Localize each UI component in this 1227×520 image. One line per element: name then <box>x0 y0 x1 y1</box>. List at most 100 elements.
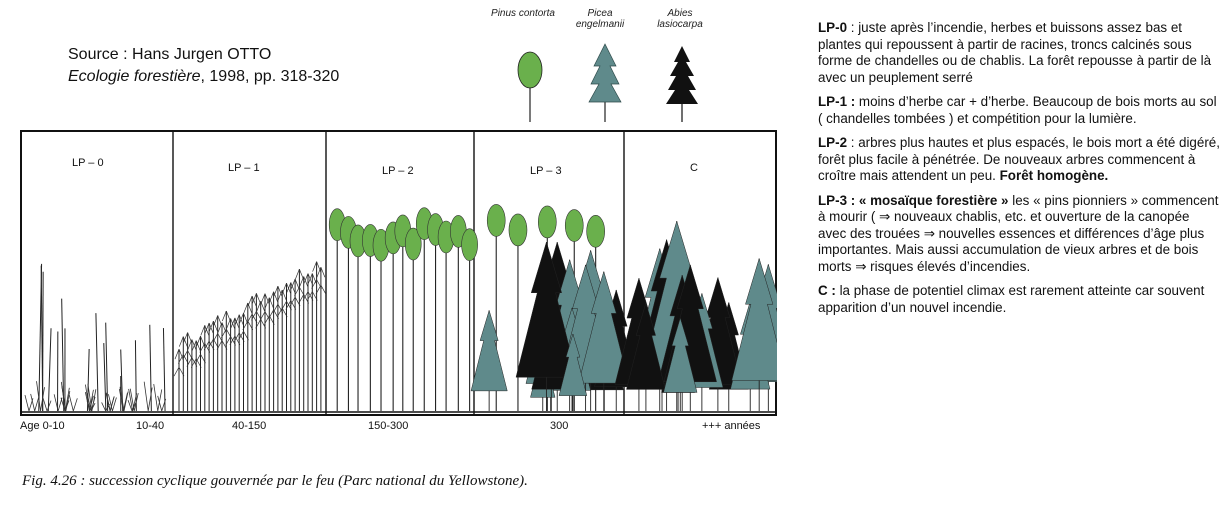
pine-crown <box>508 213 528 247</box>
sapling-branches <box>195 336 206 364</box>
sapling-branches <box>294 269 305 297</box>
species-icons <box>517 43 698 122</box>
sapling-branches <box>216 322 228 350</box>
stage-notes: LP-0 : juste après l’incendie, herbes et… <box>818 20 1220 324</box>
shrub <box>128 388 138 412</box>
shrub <box>60 381 70 412</box>
snag-trunk <box>61 298 65 412</box>
sapling-branches <box>203 322 215 351</box>
shrub <box>119 386 129 412</box>
sapling-branches <box>229 317 241 346</box>
source-title: Ecologie forestière <box>68 68 201 85</box>
spruce-tree-crown <box>578 270 630 384</box>
shrub <box>36 381 45 412</box>
age-axis: Age 0-10 10-40 40-150 150-300 300 +++ an… <box>20 420 790 436</box>
note-climax: C : la phase de potentiel climax est rar… <box>818 283 1205 315</box>
snag-trunk <box>149 324 152 412</box>
source-details: , 1998, pp. 318-320 <box>200 68 340 85</box>
sapling-branches <box>272 286 284 314</box>
shrub <box>157 395 167 412</box>
snag-trunk <box>47 328 52 412</box>
shrub <box>105 392 115 412</box>
pine-tree-icon <box>517 51 543 122</box>
age-label-1: 10-40 <box>136 420 165 432</box>
shrub <box>108 394 117 412</box>
snag-trunk <box>134 340 137 412</box>
stage-panels-svg <box>20 130 777 416</box>
spruce-tree-icon <box>588 43 622 122</box>
spruce-tree-crown <box>470 309 508 392</box>
snag-trunk <box>95 313 99 412</box>
age-label-2: 40-150 <box>232 420 267 432</box>
snag-trunk <box>40 265 44 412</box>
sapling-branches <box>315 267 327 295</box>
stage-label-lp0: LP – 0 <box>72 157 104 169</box>
sapling-branches <box>255 301 267 329</box>
sapling-branches <box>251 293 262 321</box>
stage-label-climax: C <box>690 162 698 174</box>
sapling-branches <box>285 282 297 310</box>
stage-label-lp2: LP – 2 <box>382 165 414 177</box>
shrub <box>129 388 139 412</box>
fir-tree-crown <box>626 302 666 390</box>
shrub <box>153 384 163 412</box>
sapling-branches <box>311 261 322 289</box>
shrub <box>42 397 52 412</box>
pine-crown <box>537 205 557 239</box>
sapling-branches <box>199 325 211 353</box>
age-label-4: 300 <box>550 420 569 432</box>
fir-tree-icon <box>666 46 698 122</box>
species-label-abies: Abies lasiocarpa <box>657 8 703 30</box>
shrub <box>143 381 153 412</box>
sapling-branches <box>182 332 193 360</box>
species-legend: Pinus contorta Picea engelmanii Abies lasi… <box>480 4 740 124</box>
species-label-pinus: Pinus contorta <box>491 8 555 19</box>
age-label-5: +++ années <box>702 420 761 432</box>
shrub <box>68 395 78 412</box>
note-lp1: LP-1 : moins d’herbe car + d’herbe. Beau… <box>818 94 1217 126</box>
shrub <box>87 383 97 412</box>
sapling-branches <box>208 320 219 349</box>
note-lp3: LP-3 : « mosaïque forestière » les « pin… <box>818 192 1219 274</box>
pine-crown <box>461 228 478 261</box>
sapling-branches <box>190 340 202 368</box>
pine-crown <box>404 227 422 261</box>
fir-tree-crown <box>515 241 578 378</box>
pine-crown <box>486 204 506 237</box>
diagram-frame <box>20 130 777 416</box>
stage-label-lp1: LP – 1 <box>228 162 260 174</box>
age-label-3: 150-300 <box>368 420 409 432</box>
shrub <box>24 394 34 412</box>
snag-trunk <box>162 328 166 412</box>
source-author: Source : Hans Jurgen OTTO <box>68 46 272 63</box>
spruce-tree-crown <box>731 257 777 381</box>
sapling-branches <box>220 310 232 339</box>
species-label-picea: Picea engelmanii <box>575 8 625 30</box>
pine-crown <box>586 215 605 248</box>
age-label-0: Age 0-10 <box>20 420 65 432</box>
sapling-branches <box>177 336 189 364</box>
source-citation: Source : Hans Jurgen OTTO Ecologie fores… <box>68 44 339 88</box>
sapling-branches <box>268 291 279 319</box>
sapling-branches <box>276 289 288 318</box>
source-reference: Ecologie forestière, 1998, pp. 318-320 <box>68 66 339 88</box>
note-lp0: LP-0 : juste après l’incendie, herbes et… <box>818 20 1212 85</box>
sapling-branches <box>242 302 254 331</box>
note-lp2: LP-2 : arbres plus hautes et plus espacé… <box>818 135 1220 183</box>
shrub <box>53 394 63 412</box>
snag-trunk <box>103 343 107 412</box>
pine-crown <box>564 209 584 242</box>
shrub <box>30 393 40 412</box>
stage-label-lp3: LP – 3 <box>530 165 562 177</box>
spruce-tree-crown <box>663 317 698 393</box>
spruce-tree-crown <box>558 333 588 396</box>
sapling-branches <box>306 273 318 301</box>
sapling-branches <box>212 315 224 343</box>
sapling-branches <box>289 278 301 307</box>
sapling-branches <box>186 339 198 367</box>
sapling-branches <box>298 276 310 304</box>
figure-caption: Fig. 4.26 : succession cyclique gouverné… <box>22 473 528 489</box>
sapling-branches <box>173 348 185 377</box>
sapling-branches <box>246 295 258 324</box>
succession-diagram: LP – 0 LP – 1 LP – 2 LP – 3 C <box>20 127 777 417</box>
